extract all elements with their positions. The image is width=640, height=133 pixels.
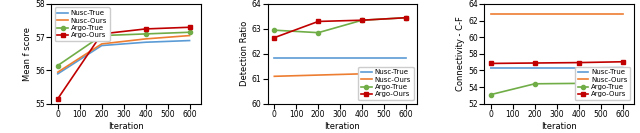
Argo-True	[358, 19, 366, 21]
Argo-True	[271, 29, 278, 31]
Argo-True	[142, 33, 150, 35]
Legend: Nusc-True, Nusc-Ours, Argo-True, Argo-Ours: Nusc-True, Nusc-Ours, Argo-True, Argo-Ou…	[54, 7, 110, 41]
Line: Nusc-Ours: Nusc-Ours	[275, 71, 406, 76]
Nusc-True	[403, 57, 410, 58]
Argo-True	[619, 78, 627, 79]
Legend: Nusc-True, Nusc-Ours, Argo-True, Argo-Ours: Nusc-True, Nusc-Ours, Argo-True, Argo-Ou…	[358, 66, 413, 100]
Nusc-Ours	[575, 13, 582, 14]
Nusc-True	[619, 67, 627, 68]
Argo-True	[403, 17, 410, 18]
Nusc-Ours	[487, 13, 495, 14]
Line: Argo-True: Argo-True	[489, 76, 625, 97]
Argo-True	[531, 83, 539, 85]
Nusc-True	[98, 45, 106, 46]
Y-axis label: Mean f score: Mean f score	[24, 27, 33, 81]
Nusc-True	[487, 67, 495, 69]
Argo-Ours	[98, 33, 106, 35]
X-axis label: Iteration: Iteration	[324, 122, 360, 131]
Line: Argo-True: Argo-True	[272, 16, 408, 35]
Argo-True	[54, 65, 61, 66]
Nusc-True	[531, 67, 539, 69]
Argo-Ours	[142, 28, 150, 30]
Line: Argo-Ours: Argo-Ours	[272, 16, 408, 40]
Argo-Ours	[186, 26, 193, 28]
Nusc-True	[142, 41, 150, 43]
Line: Nusc-Ours: Nusc-Ours	[58, 36, 189, 72]
Argo-True	[186, 31, 193, 33]
Nusc-Ours	[98, 43, 106, 45]
Argo-Ours	[54, 98, 61, 99]
Argo-Ours	[487, 63, 495, 64]
Argo-True	[314, 32, 322, 34]
Argo-True	[575, 83, 582, 84]
Nusc-Ours	[186, 35, 193, 36]
Y-axis label: Connectivity - C-F: Connectivity - C-F	[456, 16, 465, 91]
Argo-Ours	[531, 62, 539, 64]
Nusc-True	[575, 67, 582, 69]
Nusc-Ours	[358, 73, 366, 75]
Argo-Ours	[575, 62, 582, 63]
Argo-True	[98, 35, 106, 36]
Nusc-True	[358, 57, 366, 58]
Y-axis label: Detection Ratio: Detection Ratio	[240, 21, 249, 86]
X-axis label: Iteration: Iteration	[541, 122, 577, 131]
Argo-Ours	[619, 61, 627, 63]
Nusc-Ours	[403, 70, 410, 72]
Nusc-True	[54, 73, 61, 75]
Argo-Ours	[271, 37, 278, 38]
Nusc-True	[186, 40, 193, 41]
Legend: Nusc-True, Nusc-Ours, Argo-True, Argo-Ours: Nusc-True, Nusc-Ours, Argo-True, Argo-Ou…	[575, 66, 630, 100]
Argo-Ours	[314, 21, 322, 22]
Line: Nusc-True: Nusc-True	[58, 41, 189, 74]
Argo-Ours	[403, 17, 410, 18]
Nusc-Ours	[619, 13, 627, 14]
Argo-True	[487, 94, 495, 95]
Nusc-Ours	[314, 74, 322, 76]
Nusc-Ours	[271, 76, 278, 77]
Line: Argo-Ours: Argo-Ours	[56, 25, 191, 101]
X-axis label: Iteration: Iteration	[108, 122, 144, 131]
Line: Argo-True: Argo-True	[56, 30, 191, 68]
Argo-Ours	[358, 19, 366, 21]
Line: Argo-Ours: Argo-Ours	[489, 60, 625, 66]
Nusc-Ours	[54, 71, 61, 73]
Nusc-Ours	[142, 38, 150, 40]
Nusc-True	[271, 57, 278, 58]
Nusc-Ours	[531, 13, 539, 14]
Nusc-True	[314, 57, 322, 58]
